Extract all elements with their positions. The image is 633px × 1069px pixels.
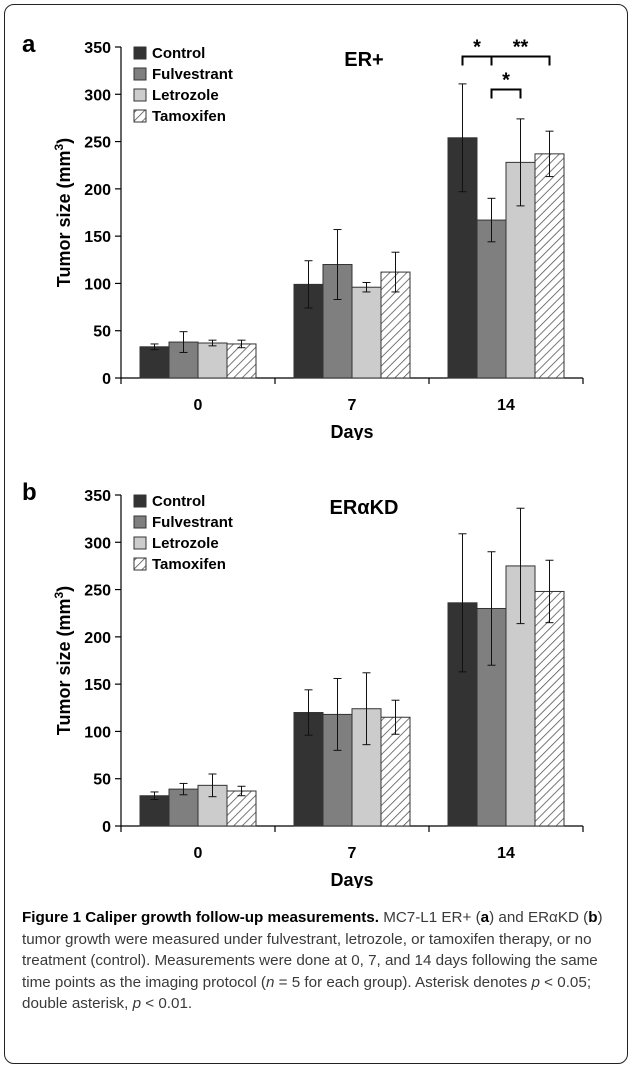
x-tick-label: 14 <box>497 397 515 414</box>
bar <box>476 219 507 379</box>
x-tick-label: 7 <box>348 845 357 862</box>
legend-label: Letrozole <box>152 87 219 104</box>
significance-marker: * <box>502 70 510 92</box>
bar <box>380 716 411 827</box>
y-tick-label: 350 <box>84 488 111 505</box>
significance-bracket <box>490 55 551 66</box>
y-axis-label-superscript: 3 <box>52 592 66 599</box>
legend-swatch <box>133 536 147 550</box>
y-tick-label: 200 <box>84 182 111 199</box>
legend-label: Tamoxifen <box>152 108 226 125</box>
x-tick-label: 0 <box>194 845 203 862</box>
y-tick-label: 0 <box>102 371 111 388</box>
caption-segment: p <box>132 995 142 1012</box>
bar <box>534 153 565 379</box>
y-tick-label: 250 <box>84 583 111 600</box>
chart-panel-b: b ERαKD 0 50 100 150 200 250 300 350 0 7 14 Days Tumor… <box>22 479 584 888</box>
caption-segment: n <box>265 973 275 991</box>
bar <box>351 286 382 379</box>
x-tick-label: 0 <box>194 397 203 414</box>
legend-label: Fulvestrant <box>152 514 233 531</box>
caption-segment: < 0.05; double asterisk, <box>22 973 592 1013</box>
significance-marker: * <box>473 36 481 58</box>
caption-segment: p <box>531 973 540 991</box>
legend-swatch <box>133 557 147 571</box>
x-axis-label: Days <box>330 870 373 888</box>
chart-title: ER+ <box>344 49 383 71</box>
bar <box>139 346 170 379</box>
y-tick-label: 250 <box>84 135 111 152</box>
bar <box>534 590 565 827</box>
caption-segment: < 0.01. <box>141 995 193 1012</box>
caption-segment: ) tumor growth were measured under fulve… <box>22 909 603 991</box>
x-tick-label: 7 <box>348 397 357 414</box>
legend-swatch <box>133 515 147 529</box>
legend-label: Fulvestrant <box>152 66 233 83</box>
y-tick-label: 50 <box>93 772 111 789</box>
x-axis-label: Days <box>330 422 373 440</box>
legend-label: Tamoxifen <box>152 556 226 573</box>
y-tick-label: 200 <box>84 630 111 647</box>
y-tick-label: 100 <box>84 724 111 741</box>
caption-body: MC7-L1 ER+ (a) and ERαKD (b) tumor growt… <box>22 909 603 1012</box>
legend-label: Control <box>152 45 205 62</box>
panel-letter: a <box>22 31 36 58</box>
y-tick-label: 50 <box>93 324 111 341</box>
bar <box>226 790 257 827</box>
significance-marker: ** <box>513 36 529 58</box>
caption-segment: b <box>588 909 598 926</box>
y-axis-label-text: Tumor size (mm <box>54 599 74 736</box>
caption-segment: ) and ERαKD ( <box>489 909 589 926</box>
y-tick-label: 150 <box>84 677 111 694</box>
legend-swatch <box>133 494 147 508</box>
legend-swatch <box>133 109 147 123</box>
caption-segment: MC7-L1 ER+ ( <box>378 909 481 926</box>
caption-segment: a <box>480 909 490 926</box>
y-tick-label: 0 <box>102 819 111 836</box>
y-tick-label: 150 <box>84 229 111 246</box>
bar <box>139 795 170 827</box>
bar <box>197 784 228 827</box>
y-axis-label-superscript: 3 <box>52 144 66 151</box>
legend-swatch <box>133 46 147 60</box>
legend-label: Control <box>152 493 205 510</box>
y-axis-label-text: Tumor size (mm <box>54 151 74 288</box>
y-axis-label-close: ) <box>54 138 74 144</box>
chart-title: ERαKD <box>330 497 399 519</box>
y-axis-label-close: ) <box>54 586 74 592</box>
y-tick-label: 300 <box>84 535 111 552</box>
chart-panel-a: a ER+ 0 50 100 150 200 250 300 350 0 7 14 Days Tumor s… <box>22 31 584 440</box>
bar <box>226 343 257 379</box>
y-axis-label: Tumor size (mm3) <box>52 586 74 735</box>
figure-caption: Figure 1 Caliper growth follow-up measur… <box>22 907 612 1015</box>
y-tick-label: 100 <box>84 276 111 293</box>
panel-letter: b <box>22 479 37 506</box>
x-tick-label: 14 <box>497 845 515 862</box>
caption-segment: = 5 for each group). Asterisk denotes <box>274 973 532 991</box>
bar <box>197 342 228 379</box>
significance-bracket <box>490 88 522 99</box>
caption-title: Figure 1 Caliper growth follow-up measur… <box>22 909 379 926</box>
legend-label: Letrozole <box>152 535 219 552</box>
y-tick-label: 350 <box>84 40 111 57</box>
legend-swatch <box>133 67 147 81</box>
legend-swatch <box>133 88 147 102</box>
y-tick-label: 300 <box>84 87 111 104</box>
y-axis-label: Tumor size (mm3) <box>52 138 74 287</box>
